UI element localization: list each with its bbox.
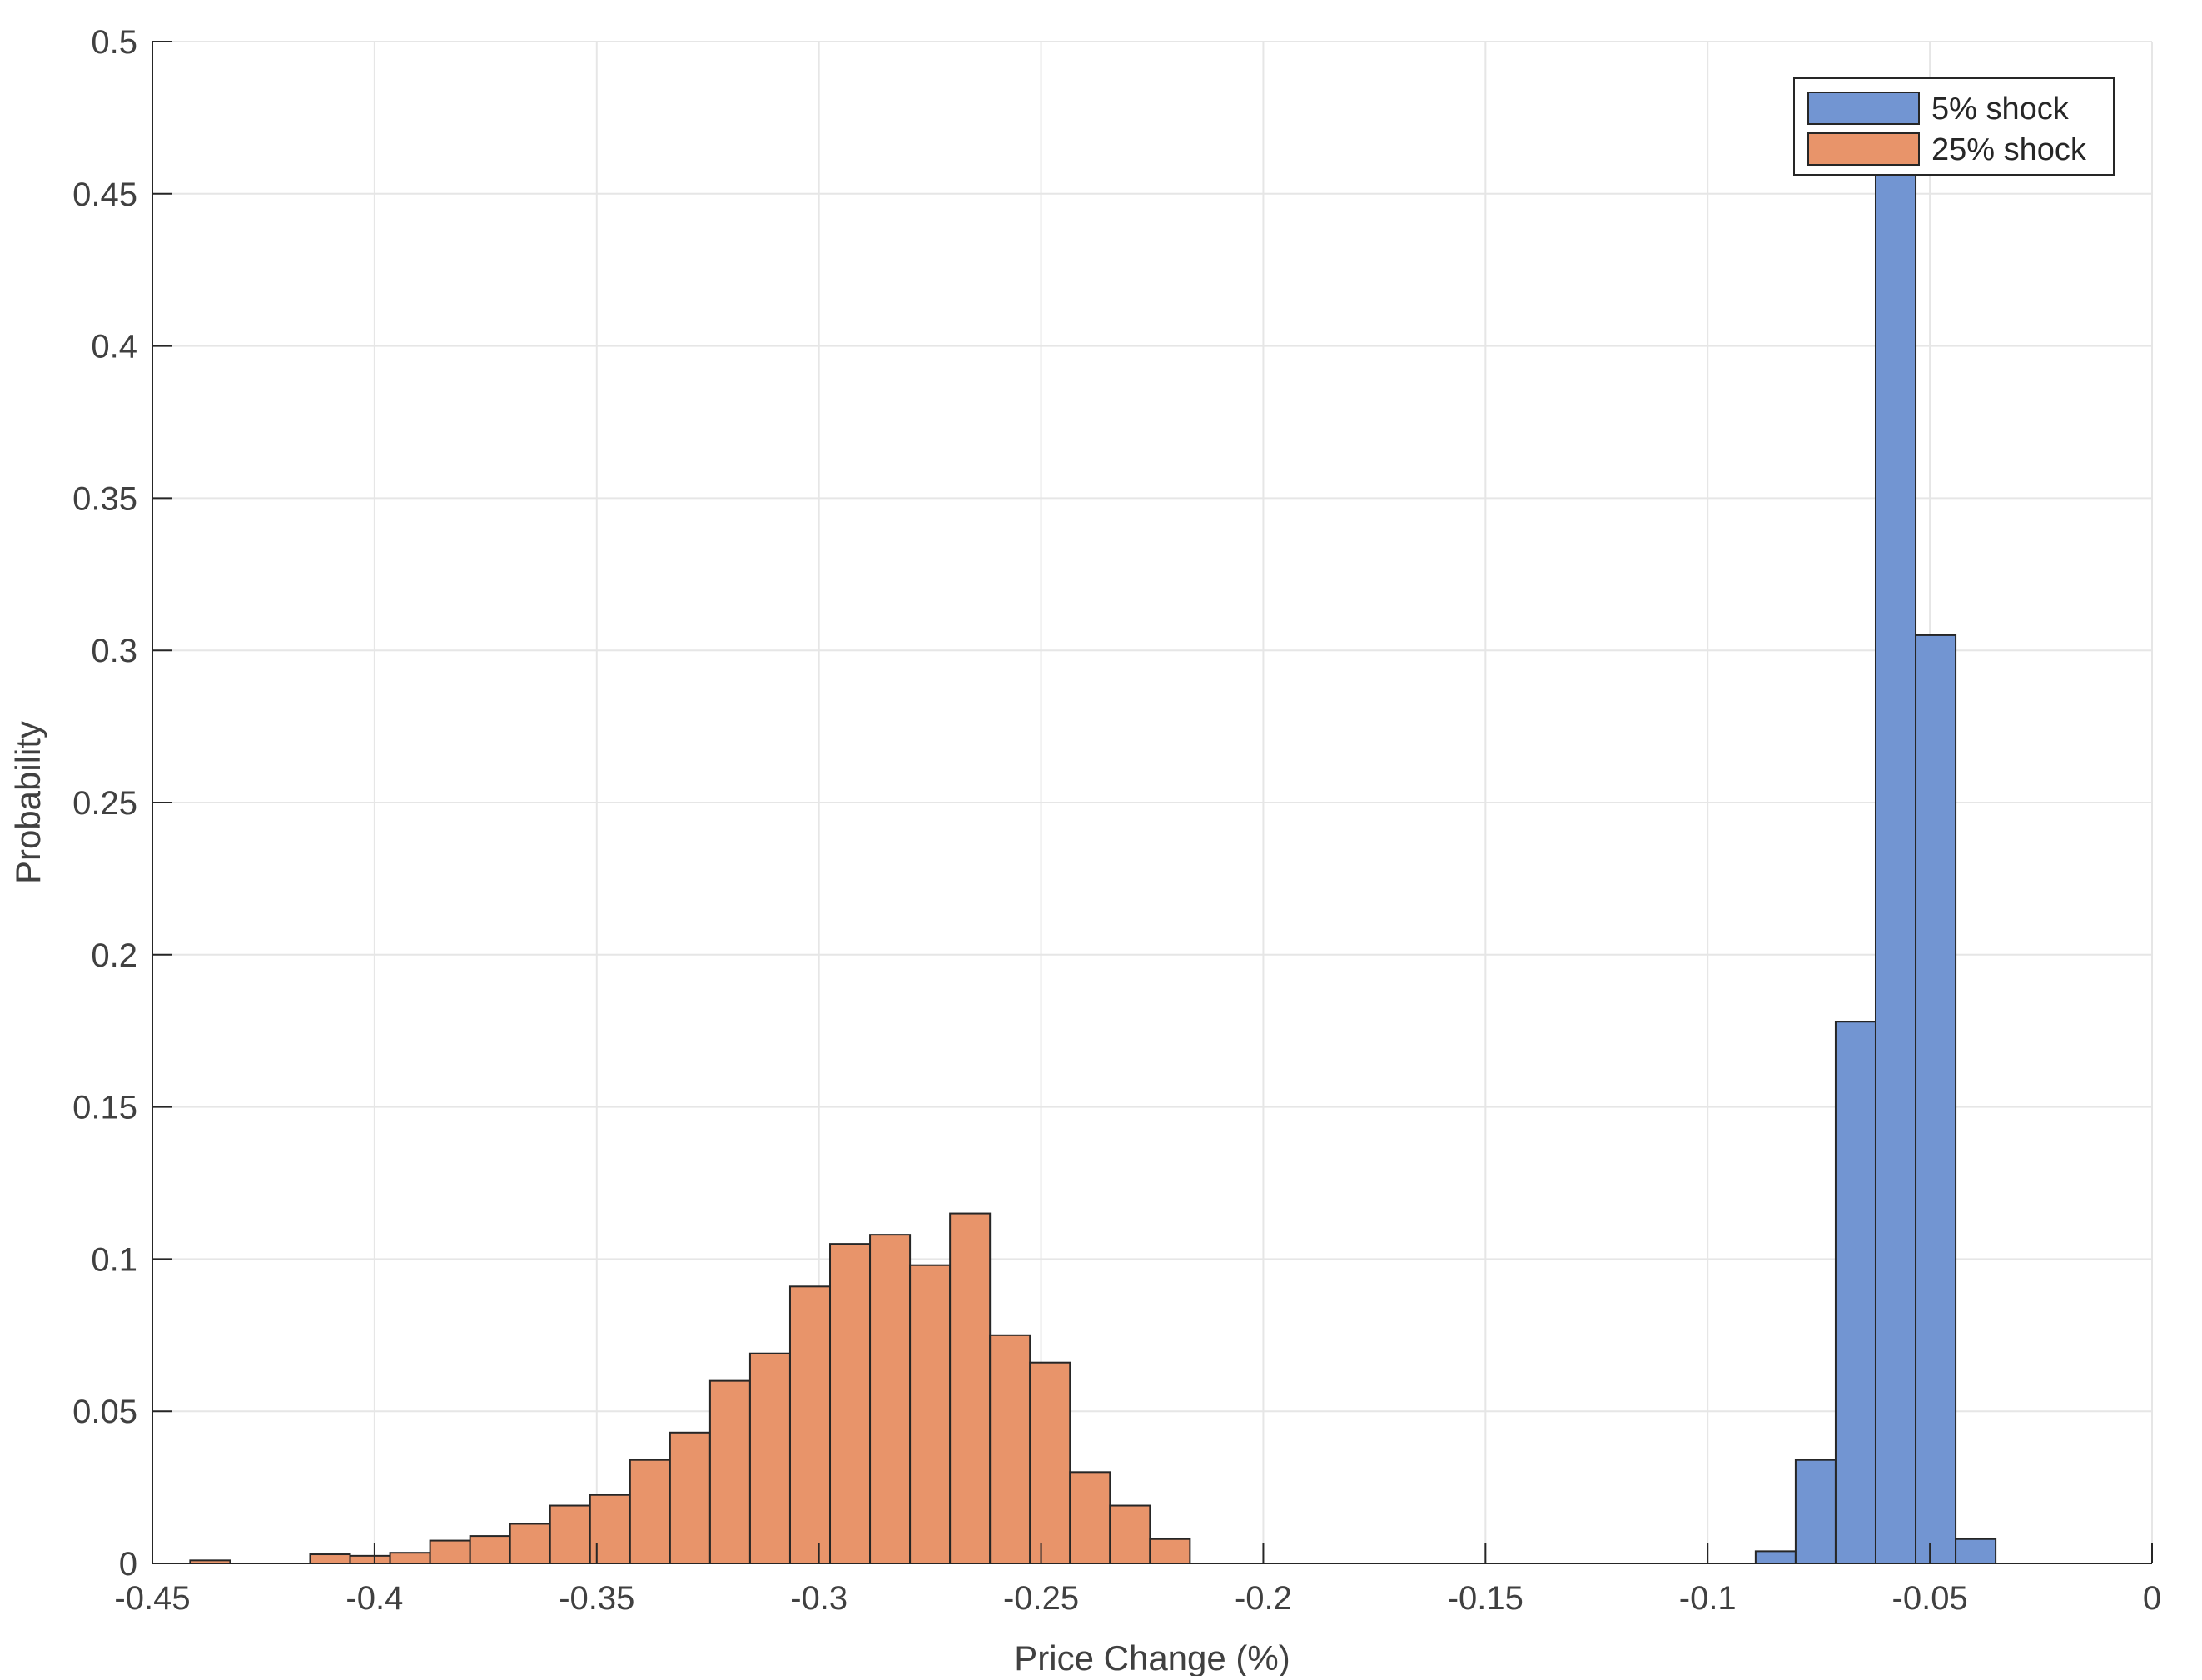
bar-25pct-shock	[509, 1523, 551, 1565]
bar-25pct-shock	[669, 1431, 711, 1564]
x-tick-label: -0.25	[1003, 1580, 1079, 1617]
x-tick-label: -0.05	[1892, 1580, 1968, 1617]
bar-25pct-shock	[909, 1264, 952, 1565]
bar-25pct-shock	[989, 1334, 1031, 1565]
y-axis-title: Probability	[8, 721, 47, 884]
legend-swatch-5pct	[1807, 92, 1920, 125]
axes	[152, 41, 2153, 1564]
bar-5pct-shock	[1754, 1550, 1797, 1564]
bar-25pct-shock	[549, 1504, 591, 1565]
tick-labels: -0.45 -0.4 -0.35 -0.3 -0.25 -0.2 -0.15 -0.1 -0.0…	[72, 24, 2161, 1617]
legend-swatch-25pct	[1807, 132, 1920, 166]
bar-25pct-shock	[788, 1285, 832, 1564]
x-tick-label: -0.45	[114, 1580, 190, 1617]
y-tick-label: 0.15	[72, 1090, 137, 1126]
y-tick-label: 0.4	[91, 329, 137, 365]
x-tick-label: -0.4	[345, 1580, 403, 1617]
y-tick-label: 0	[119, 1546, 137, 1583]
bar-25pct-shock	[1069, 1471, 1111, 1564]
bar-5pct-shock	[1955, 1538, 1997, 1564]
y-tick-label: 0.35	[72, 480, 137, 517]
x-tick-label: -0.2	[1235, 1580, 1292, 1617]
bar-25pct-shock	[629, 1459, 671, 1565]
y-tick-label: 0.25	[72, 785, 137, 822]
x-tick-label: -0.15	[1448, 1580, 1524, 1617]
bar-25pct-shock	[1109, 1504, 1151, 1565]
y-tick-label: 0.2	[91, 937, 137, 974]
bar-5pct-shock	[1874, 117, 1917, 1564]
bar-25pct-shock	[469, 1535, 511, 1564]
bar-25pct-shock	[309, 1553, 351, 1564]
bar-25pct-shock	[748, 1352, 791, 1564]
bar-25pct-shock	[349, 1554, 391, 1564]
y-tick-label: 0.1	[91, 1241, 137, 1278]
bar-25pct-shock	[708, 1379, 751, 1565]
legend: 5% shock 25% shock	[1793, 77, 2115, 176]
bar-5pct-shock	[1794, 1459, 1837, 1565]
legend-label-25pct: 25% shock	[1931, 132, 2087, 167]
legend-label-5pct: 5% shock	[1931, 92, 2070, 127]
bar-25pct-shock	[429, 1539, 471, 1564]
x-tick-label: -0.1	[1679, 1580, 1737, 1617]
x-axis-title: Price Change (%)	[1014, 1638, 1290, 1676]
y-tick-label: 0.5	[91, 24, 137, 61]
y-tick-label: 0.45	[72, 176, 137, 213]
bar-25pct-shock	[389, 1552, 431, 1564]
x-tick-label: -0.35	[559, 1580, 634, 1617]
bar-25pct-shock	[1149, 1538, 1191, 1564]
y-tick-label: 0.05	[72, 1394, 137, 1430]
x-tick-label: 0	[2143, 1580, 2161, 1617]
x-tick-label: -0.3	[790, 1580, 847, 1617]
bar-5pct-shock	[1915, 634, 1957, 1564]
bar-25pct-shock	[869, 1234, 912, 1564]
histogram-bars	[189, 117, 1997, 1565]
bar-25pct-shock	[1029, 1361, 1071, 1564]
bar-25pct-shock	[949, 1212, 992, 1565]
bar-25pct-shock	[829, 1243, 872, 1564]
y-tick-label: 0.3	[91, 633, 137, 669]
bar-5pct-shock	[1834, 1021, 1876, 1565]
